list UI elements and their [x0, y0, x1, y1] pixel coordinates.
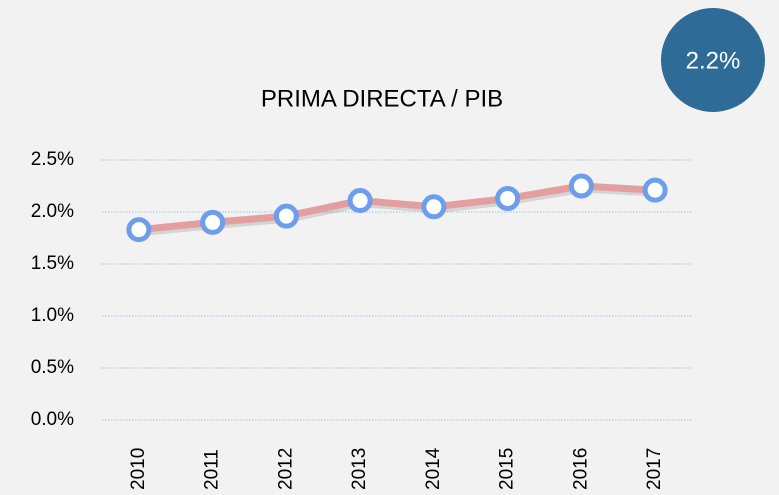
badge-text: 2.2%	[686, 47, 741, 74]
y-tick-label: 2.0%	[31, 201, 74, 222]
y-tick-label: 1.5%	[31, 253, 74, 274]
x-tick-label: 2014	[423, 447, 444, 490]
marker	[273, 203, 299, 229]
marker	[642, 177, 668, 203]
badge-circle	[661, 8, 765, 112]
marker	[347, 188, 373, 214]
marker	[200, 209, 226, 235]
y-tick-label: 0.0%	[31, 409, 74, 430]
x-tick-label: 2017	[644, 448, 665, 490]
y-tick-label: 1.0%	[31, 305, 74, 326]
x-tick-label: 2010	[128, 448, 149, 490]
x-tick-label: 2015	[497, 448, 518, 490]
x-tick-label: 2016	[570, 448, 591, 490]
chart-title: PRIMA DIRECTA / PIB	[261, 85, 503, 112]
y-tick-label: 0.5%	[31, 357, 74, 378]
y-tick-label: 2.5%	[31, 149, 74, 170]
marker	[495, 185, 521, 211]
x-tick-label: 2013	[349, 448, 370, 490]
marker	[568, 173, 594, 199]
marker	[421, 194, 447, 220]
x-tick-label: 2011	[202, 449, 223, 490]
x-tick-label: 2012	[275, 448, 296, 490]
marker	[126, 217, 152, 243]
